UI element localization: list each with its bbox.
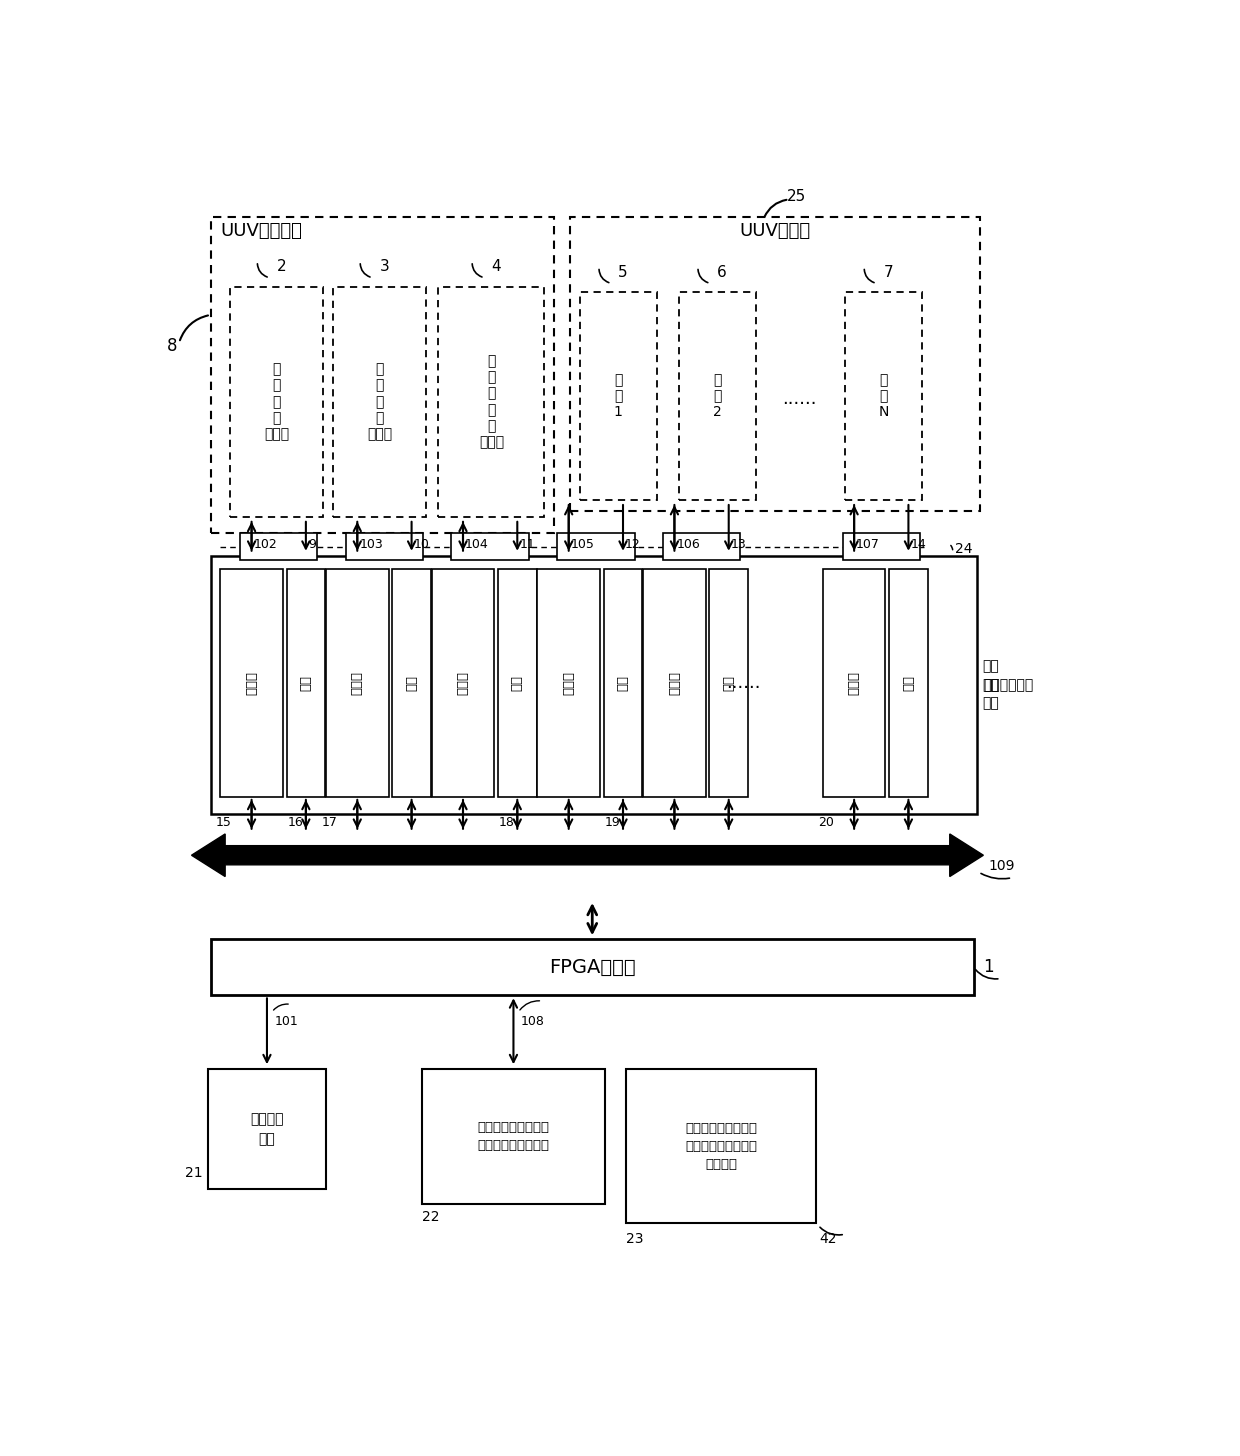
- Text: 23: 23: [626, 1232, 644, 1246]
- Bar: [626, 1069, 816, 1223]
- Text: 无线网络
模块: 无线网络 模块: [250, 1112, 284, 1146]
- Bar: [422, 1069, 605, 1204]
- Text: 11: 11: [520, 539, 534, 552]
- Text: 3: 3: [379, 259, 389, 274]
- Text: 107: 107: [856, 539, 880, 552]
- Text: 负
载
N: 负 载 N: [878, 373, 889, 419]
- Text: ......: ......: [782, 390, 817, 408]
- Text: 9: 9: [308, 539, 316, 552]
- Text: 数据缓存模块: 数据缓存模块: [983, 678, 1034, 692]
- Text: 7: 7: [883, 265, 893, 280]
- Text: 103: 103: [360, 539, 383, 552]
- Text: 数据
缓存
模块: 数据 缓存 模块: [982, 660, 999, 711]
- Text: 4: 4: [491, 259, 501, 274]
- Text: 20: 20: [818, 815, 835, 828]
- Text: 缓存器: 缓存器: [668, 671, 681, 695]
- Bar: [211, 556, 977, 814]
- Text: 缓存器: 缓存器: [351, 671, 363, 695]
- Bar: [663, 533, 740, 561]
- Text: UUV控制系统: UUV控制系统: [221, 221, 303, 240]
- Text: 19: 19: [605, 815, 620, 828]
- Bar: [678, 293, 755, 499]
- Bar: [451, 533, 528, 561]
- Bar: [570, 217, 980, 511]
- Bar: [844, 293, 921, 499]
- Text: 备用: 备用: [405, 676, 418, 692]
- Bar: [229, 287, 324, 517]
- Text: 备用: 备用: [511, 676, 523, 692]
- Text: 102: 102: [253, 539, 278, 552]
- Bar: [326, 569, 388, 796]
- Text: 21: 21: [186, 1165, 203, 1179]
- Text: 控
制
与
导
航
机算机: 控 制 与 导 航 机算机: [479, 354, 503, 450]
- Text: 106: 106: [676, 539, 701, 552]
- Bar: [604, 569, 642, 796]
- Bar: [241, 533, 317, 561]
- Text: 104: 104: [465, 539, 489, 552]
- Text: UUV多负载: UUV多负载: [739, 221, 811, 240]
- Text: 可更换大容量存储器
（含专用水密封罐）
（备件）: 可更换大容量存储器 （含专用水密封罐） （备件）: [684, 1121, 758, 1171]
- Text: 24: 24: [955, 542, 972, 556]
- Text: 108: 108: [521, 1015, 546, 1028]
- Text: 备用: 备用: [299, 676, 312, 692]
- Text: 缓存器: 缓存器: [246, 671, 258, 695]
- Polygon shape: [191, 834, 983, 877]
- Text: 2: 2: [277, 259, 286, 274]
- Text: 105: 105: [570, 539, 594, 552]
- Text: 缓存器: 缓存器: [456, 671, 470, 695]
- Text: 109: 109: [988, 859, 1014, 874]
- Text: 8: 8: [167, 338, 177, 355]
- Text: ......: ......: [725, 674, 760, 692]
- Bar: [221, 569, 283, 796]
- Text: 25: 25: [787, 188, 806, 204]
- Bar: [843, 533, 920, 561]
- Bar: [346, 533, 423, 561]
- Text: 缓存器: 缓存器: [848, 671, 861, 695]
- Text: 备用: 备用: [616, 676, 630, 692]
- Text: 5: 5: [619, 265, 627, 280]
- Text: 12: 12: [625, 539, 641, 552]
- Text: 18: 18: [498, 815, 515, 828]
- Text: 14: 14: [910, 539, 926, 552]
- Text: 使
命
控
制
机算机: 使 命 控 制 机算机: [367, 363, 392, 441]
- Text: 10: 10: [413, 539, 429, 552]
- Bar: [498, 569, 537, 796]
- Bar: [432, 569, 495, 796]
- Bar: [211, 939, 973, 996]
- Text: 缓存器: 缓存器: [562, 671, 575, 695]
- Bar: [709, 569, 748, 796]
- Text: 13: 13: [730, 539, 746, 552]
- Text: 备用: 备用: [901, 676, 915, 692]
- Bar: [644, 569, 706, 796]
- Text: 101: 101: [274, 1015, 299, 1028]
- Bar: [439, 287, 544, 517]
- Text: 负
载
2: 负 载 2: [713, 373, 722, 419]
- Text: 可更换大容量存储器
（含专用水密封罐）: 可更换大容量存储器 （含专用水密封罐）: [477, 1121, 549, 1152]
- Text: 6: 6: [717, 265, 727, 280]
- Text: 17: 17: [321, 815, 337, 828]
- Bar: [286, 569, 325, 796]
- Bar: [557, 533, 635, 561]
- Bar: [211, 217, 554, 533]
- Bar: [889, 569, 928, 796]
- Text: FPGA控制器: FPGA控制器: [549, 958, 636, 977]
- Text: 22: 22: [422, 1210, 440, 1223]
- Bar: [537, 569, 600, 796]
- Bar: [208, 1069, 326, 1190]
- Text: 任
务
管
理
计算机: 任 务 管 理 计算机: [264, 363, 289, 441]
- Text: 负
载
1: 负 载 1: [614, 373, 622, 419]
- Bar: [580, 293, 657, 499]
- Bar: [392, 569, 430, 796]
- Text: 16: 16: [288, 815, 304, 828]
- Text: 1: 1: [983, 958, 994, 977]
- Text: 42: 42: [820, 1232, 837, 1246]
- Text: 15: 15: [216, 815, 232, 828]
- Bar: [332, 287, 427, 517]
- Bar: [823, 569, 885, 796]
- Text: 备用: 备用: [722, 676, 735, 692]
